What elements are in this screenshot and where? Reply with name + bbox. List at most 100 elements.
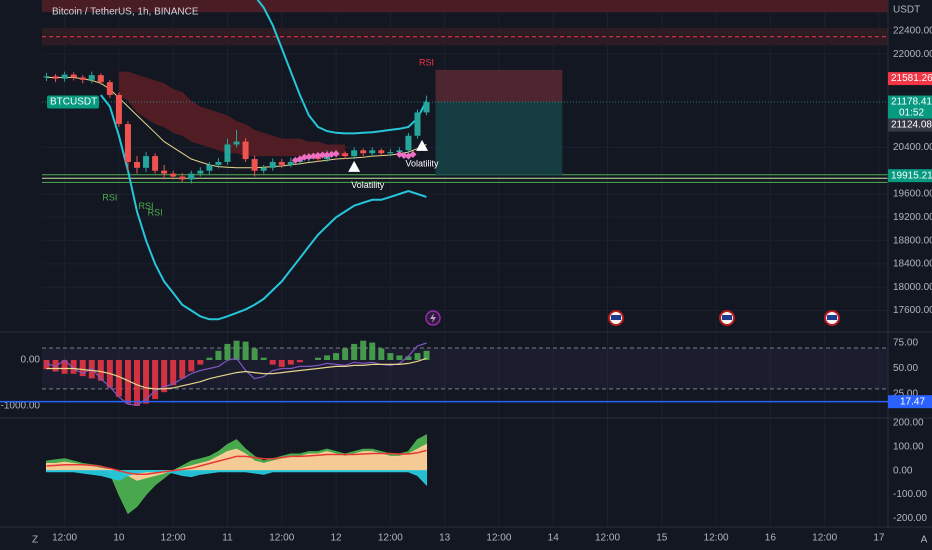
y-tick-label: 18800.00 [893,235,932,246]
candle-body [351,150,358,157]
cloud [118,71,346,157]
volatility-marker [348,160,361,172]
countdown: 01:52 [899,108,924,119]
band-line [256,0,428,135]
price-label: 21178.41 [891,97,932,108]
histogram-bar [188,360,195,372]
x-tick-label: 17 [873,533,885,544]
candle-body [188,173,195,180]
histogram-bar [134,360,141,406]
histogram-bar [278,360,285,367]
momentum-line [46,449,427,475]
histogram-bar [287,360,294,365]
candle-body [242,141,249,160]
y-tick-label: -100.00 [893,489,927,500]
event-icon-glyph [827,315,837,320]
x-tick-label: 12 [331,533,343,544]
signal-diamond [332,150,340,158]
event-icon-glyph [430,313,436,323]
price-label: 21124.08 [891,120,932,131]
signal-diamond [309,152,317,160]
histogram-bar [161,360,168,393]
y-tick-label: 22400.00 [893,26,932,37]
quote-currency: USDT [893,5,920,16]
y-tick-label: 50.00 [893,363,918,374]
price-label: 19915.21 [891,170,932,181]
histogram-bar [206,357,213,361]
price-label-box [888,118,932,132]
annotation: RSI [139,201,154,211]
price-label: 21581.26 [891,73,932,84]
y-tick-label: 18000.00 [893,282,932,293]
candle-body [124,124,131,162]
histogram-bar [61,360,68,374]
y-tick-label: 19200.00 [893,212,932,223]
candle-body [79,77,86,80]
histogram-bar [224,343,231,361]
y-tick-label: 17600.00 [893,305,932,316]
event-icons[interactable] [425,310,840,326]
candle-body [61,74,68,79]
candle-body [378,150,385,154]
candle-body [287,161,294,165]
histogram-bar [342,348,349,361]
histogram-bar [314,357,321,361]
candle-body [143,156,150,168]
y-tick-label: 200.00 [893,418,924,429]
histogram-bar [369,342,376,361]
annotation: RSI [419,57,434,67]
signal-diamond [323,151,331,159]
candle-body [179,176,186,180]
x-tick-label: 10 [113,533,125,544]
oscillator-line [46,342,427,406]
candle-body [342,153,349,157]
candle-body [97,75,104,83]
x-tick-label: 12:00 [269,533,294,544]
signal-diamond [305,153,313,161]
symbol-label-box [47,95,99,109]
histogram-bar [152,360,159,400]
y2-tick-label: -1000.00 [1,401,41,412]
histogram-bar [405,356,412,361]
x-tick-label: 13 [439,533,451,544]
candle-body [52,76,59,79]
x-tick-label: 16 [765,533,777,544]
candle-body [260,167,267,171]
histogram-bar [242,341,249,361]
x-tick-label: 12:00 [52,533,77,544]
toolbar-button[interactable]: Z [32,535,38,546]
histogram-bar [351,343,358,361]
candle-body [423,102,430,113]
annotation: Volatility [406,158,440,168]
price-label-box [888,72,932,86]
signal-diamond [318,151,326,159]
x-tick-label: 12:00 [595,533,620,544]
candle-body [115,94,122,125]
symbol-label: BTCUSDT [50,97,97,108]
position-stop [435,69,563,102]
y-tick-label: 75.00 [893,338,918,349]
annotation: Volatility [351,180,385,190]
candle-body [414,112,421,136]
histogram-bar [97,360,104,381]
momentum-pane [45,434,428,515]
event-icon-glyph [722,315,732,320]
histogram-bar [143,360,150,404]
histogram-bar [387,353,394,361]
event-icon-glyph [611,315,621,320]
x-tick-label: 12:00 [486,533,511,544]
candle-body [251,159,258,171]
histogram-bar [324,355,331,361]
y-tick-label: 0.00 [893,465,913,476]
y-tick-label: 25.00 [893,389,918,400]
oscillator-pane [42,340,888,406]
toolbar-button[interactable]: A [921,535,928,546]
signal-diamond [400,152,408,160]
candle-body [206,164,213,171]
y-tick-label: 100.00 [893,442,924,453]
x-tick-label: 12:00 [812,533,837,544]
x-tick-label: 14 [548,533,560,544]
